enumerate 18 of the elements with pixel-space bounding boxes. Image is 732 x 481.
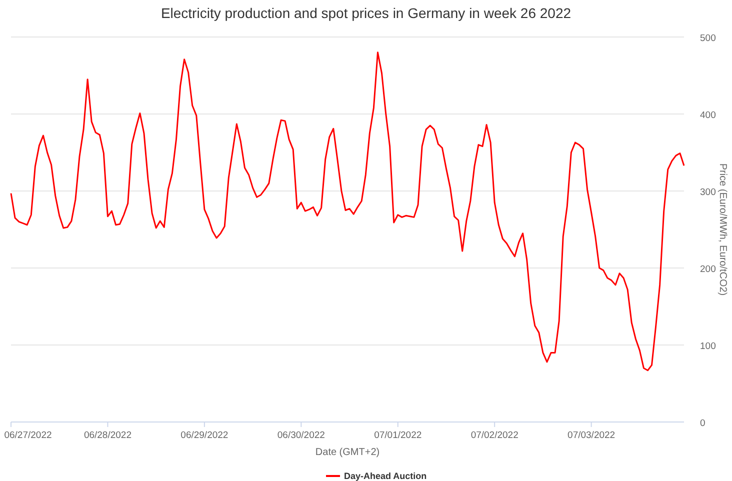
x-tick-label: 07/02/2022 (470, 430, 518, 441)
legend-label: Day-Ahead Auction (344, 471, 427, 481)
x-tick-label: 06/27/2022 (4, 430, 52, 441)
x-tick-label: 06/29/2022 (180, 430, 228, 441)
y-tick-label: 300 (700, 187, 716, 198)
y-tick-label: 100 (700, 341, 716, 352)
y-tick-label: 500 (700, 33, 716, 44)
x-axis-title: Date (GMT+2) (315, 447, 380, 458)
x-tick-label: 07/03/2022 (568, 430, 616, 441)
x-tick-label: 07/01/2022 (374, 430, 422, 441)
y-axis-title: Price (Euro/MWh, Euro/tCO2) (717, 163, 728, 296)
chart-title: Electricity production and spot prices in Germany in week 26 2022 (160, 5, 572, 21)
y-tick-label: 200 (700, 264, 716, 275)
y-tick-label: 0 (700, 418, 706, 429)
y-tick-label: 400 (700, 110, 716, 121)
x-tick-label: 06/28/2022 (84, 430, 132, 441)
x-tick-label: 06/30/2022 (277, 430, 325, 441)
line-series (10, 52, 685, 372)
